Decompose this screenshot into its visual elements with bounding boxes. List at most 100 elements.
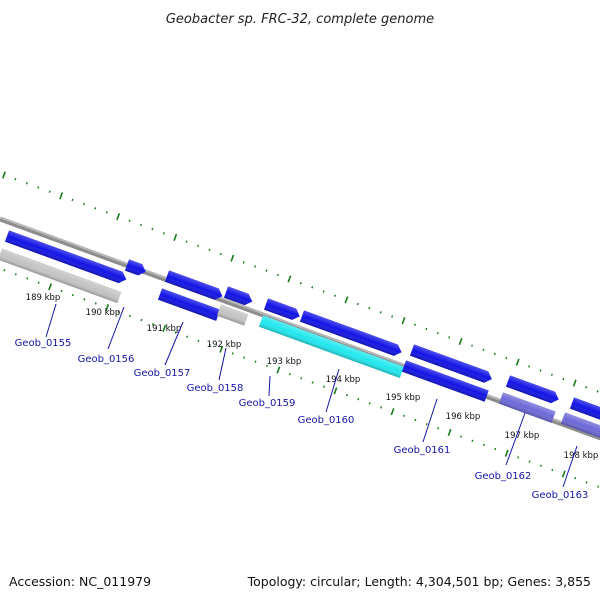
gene-feature-unlabeled-2[interactable] xyxy=(124,259,148,277)
gene-feature-unlabeled-5[interactable] xyxy=(409,344,494,384)
inner-tick xyxy=(151,323,154,326)
outer-tick xyxy=(471,344,474,347)
gene-feature-geob-0163[interactable] xyxy=(560,412,600,440)
outer-tick xyxy=(322,290,325,293)
inner-tick xyxy=(425,422,428,426)
outer-tick xyxy=(173,233,178,241)
outer-tick xyxy=(151,227,154,231)
inner-tick xyxy=(26,277,29,280)
gene-feature-geob-0157[interactable] xyxy=(157,288,221,321)
gene-label-geob-0162[interactable]: Geob_0162 xyxy=(475,471,532,482)
inner-tick xyxy=(414,418,417,422)
gene-label-geob-0161[interactable]: Geob_0161 xyxy=(394,445,451,456)
inner-tick xyxy=(437,427,440,430)
inner-tick xyxy=(117,310,120,313)
gene-feature-geob-0161[interactable] xyxy=(401,360,489,402)
gene-feature-geob-0158[interactable] xyxy=(216,304,249,326)
inner-tick xyxy=(390,408,395,416)
outer-tick xyxy=(515,358,520,366)
gene-label-geob-0159[interactable]: Geob_0159 xyxy=(239,398,296,409)
gene-feature-geob-0159[interactable] xyxy=(258,315,404,379)
gene-label-geob-0157[interactable]: Geob_0157 xyxy=(134,368,191,379)
gene-feature-unlabeled-4[interactable] xyxy=(263,298,302,322)
outer-tick xyxy=(572,379,577,387)
inner-tick xyxy=(494,447,497,451)
map-title: Geobacter sp. FRC-32, complete genome xyxy=(166,12,434,27)
kbp-label: 193 kbp xyxy=(267,357,302,367)
inner-tick xyxy=(585,481,588,484)
gene-feature-geob-0156[interactable] xyxy=(164,270,225,301)
gene-label-geob-0160[interactable]: Geob_0160 xyxy=(298,415,355,426)
outer-tick-ring xyxy=(2,171,599,393)
inner-tick xyxy=(597,485,599,488)
inner-tick xyxy=(71,293,74,297)
gene-feature-geob-0155[interactable] xyxy=(0,248,122,304)
inner-tick xyxy=(471,439,474,442)
outer-tick xyxy=(265,269,268,272)
kbp-label: 196 kbp xyxy=(446,412,481,422)
outer-tick xyxy=(562,377,565,381)
outer-tick xyxy=(391,315,394,318)
outer-tick xyxy=(505,356,508,360)
kbp-scale: 189 kbp 190 kbp 191 kbp 192 kbp 193 kbp … xyxy=(26,293,599,461)
inner-tick xyxy=(254,360,257,363)
outer-tick xyxy=(105,211,108,214)
gene-label-geob-0158[interactable]: Geob_0158 xyxy=(187,383,244,394)
outer-tick xyxy=(493,352,496,356)
gene-feature-unlabeled-3[interactable] xyxy=(223,286,254,307)
inner-tick xyxy=(402,414,405,417)
inner-tick xyxy=(574,477,577,480)
kbp-label: 192 kbp xyxy=(207,340,242,350)
inner-tick xyxy=(140,318,143,322)
gene-label-geob-0155[interactable]: Geob_0155 xyxy=(15,338,72,349)
inner-tick xyxy=(504,449,509,457)
outer-tick xyxy=(539,369,542,372)
gene-feature-geob-0162[interactable] xyxy=(498,392,556,423)
leader-line-geob-0163 xyxy=(562,445,578,488)
outer-tick xyxy=(254,265,257,268)
gene-label-geob-0163[interactable]: Geob_0163 xyxy=(532,490,589,501)
leader-line-geob-0158 xyxy=(218,347,227,381)
inner-tick xyxy=(128,314,131,318)
kbp-label: 194 kbp xyxy=(326,375,361,385)
inner-tick xyxy=(460,435,463,438)
gene-label-geob-0156[interactable]: Geob_0156 xyxy=(78,354,135,365)
inner-tick xyxy=(482,443,485,447)
outer-tick xyxy=(585,386,588,389)
outer-tick xyxy=(162,232,165,235)
inner-tick-ring xyxy=(3,268,599,488)
gene-feature-unlabeled-7[interactable] xyxy=(569,397,600,424)
outer-tick xyxy=(14,177,17,181)
kbp-label: 198 kbp xyxy=(564,451,599,461)
inner-tick xyxy=(561,470,566,478)
outer-tick xyxy=(436,331,439,335)
outer-tick xyxy=(528,365,531,368)
inner-tick xyxy=(300,377,303,380)
genome-summary-text: Topology: circular; Length: 4,304,501 bp… xyxy=(247,574,591,589)
inner-tick xyxy=(14,273,17,276)
outer-tick xyxy=(242,261,245,264)
kbp-label: 191 kbp xyxy=(147,324,182,334)
gene-leader-lines xyxy=(45,303,578,488)
outer-tick xyxy=(128,219,131,222)
inner-tick xyxy=(83,298,86,301)
inner-tick xyxy=(323,385,326,388)
inner-tick xyxy=(208,343,211,347)
inner-tick xyxy=(380,406,383,409)
kbp-label: 189 kbp xyxy=(26,293,61,303)
outer-tick xyxy=(59,192,64,200)
outer-tick xyxy=(208,248,211,252)
inner-tick xyxy=(517,456,520,459)
gene-feature-geob-0160[interactable] xyxy=(299,310,404,358)
gene-feature-unlabeled-6[interactable] xyxy=(505,375,561,405)
gene-feature-unlabeled-1[interactable] xyxy=(4,230,128,285)
outer-tick xyxy=(458,337,463,346)
leader-line-geob-0160 xyxy=(325,368,340,413)
outer-tick xyxy=(311,286,314,289)
inner-tick xyxy=(539,464,542,467)
outer-tick xyxy=(550,373,553,376)
outer-tick xyxy=(219,252,222,256)
outer-tick xyxy=(230,254,235,262)
